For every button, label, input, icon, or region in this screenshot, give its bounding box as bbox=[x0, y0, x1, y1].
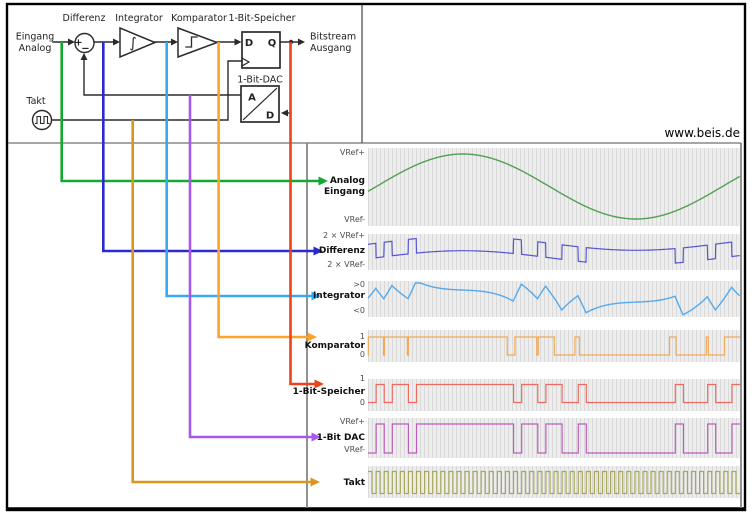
level-label-1-speicher: 1 bbox=[359, 374, 365, 383]
route-arrow-takt bbox=[310, 477, 320, 487]
ad-diagonal bbox=[242, 87, 278, 121]
route-arrow-analog-eingang bbox=[318, 176, 328, 186]
level-label-vrefminus-analog: VRef- bbox=[344, 215, 365, 224]
flipflop-block: D Q bbox=[241, 31, 281, 69]
level-label-0-speicher: 0 bbox=[359, 398, 365, 407]
komparator-block bbox=[177, 26, 220, 59]
input-label-line1: Eingang bbox=[16, 32, 55, 43]
trace-integrator bbox=[367, 282, 741, 316]
waveform-name-takt: Takt bbox=[343, 478, 365, 488]
feedback-wire bbox=[83, 54, 242, 96]
waveform-grid-analog-eingang bbox=[368, 148, 740, 226]
level-label-vrefminus-dac: VRef- bbox=[344, 445, 365, 454]
integral-glyph: ∫ bbox=[129, 36, 136, 52]
dac-block: A D bbox=[240, 85, 280, 123]
output-label-line1: Bitstream bbox=[310, 32, 356, 43]
trace-analog-eingang bbox=[367, 153, 741, 220]
waveform-name-analog-line1: Analog bbox=[329, 176, 365, 186]
watermark-url: www.beis.de bbox=[664, 126, 740, 140]
dac-a-label: A bbox=[248, 93, 256, 104]
label-komparator: Komparator bbox=[171, 13, 227, 24]
waveform-grid-komparator bbox=[368, 330, 740, 362]
waveform-name-integrator: Integrator bbox=[312, 291, 365, 301]
level-label-2vrefminus: 2 × VRef- bbox=[327, 260, 365, 269]
waveform-name-speicher: 1-Bit-Speicher bbox=[292, 387, 365, 397]
waveform-name-differenz: Differenz bbox=[318, 246, 365, 256]
route-arrow-komparator bbox=[307, 332, 317, 342]
level-label-0-komparator: 0 bbox=[359, 350, 365, 359]
label-speicher: 1-Bit-Speicher bbox=[229, 13, 296, 24]
trace-komparator bbox=[367, 336, 740, 356]
route-arrow-differenz bbox=[313, 246, 323, 256]
trace-differenz bbox=[368, 238, 740, 264]
clock-pulse-icon bbox=[34, 115, 50, 125]
frame-lines bbox=[5, 2, 747, 512]
output-label-line2: Ausgang bbox=[310, 43, 351, 54]
input-label-line2: Analog bbox=[19, 43, 52, 54]
label-integrator: Integrator bbox=[115, 13, 163, 24]
level-label-lt0: <0 bbox=[353, 306, 365, 315]
signal-routes bbox=[60, 42, 319, 484]
route-arrow-bit-speicher bbox=[314, 379, 324, 389]
trace-takt bbox=[368, 470, 740, 495]
label-differenz: Differenz bbox=[63, 13, 106, 24]
integrator-block: ∫ bbox=[119, 26, 157, 59]
route-arrowheads bbox=[307, 176, 328, 487]
trace-bit-speicher bbox=[368, 383, 740, 404]
takt-source bbox=[31, 109, 53, 131]
route-line-takt bbox=[131, 120, 311, 484]
label-dac: 1-Bit-DAC bbox=[237, 75, 283, 86]
route-line-analog-eingang bbox=[60, 42, 319, 183]
route-line-bit-dac bbox=[188, 95, 312, 439]
waveform-name-analog-line2: Eingang bbox=[323, 187, 365, 197]
level-label-gt0: >0 bbox=[353, 280, 365, 289]
waveform-grid-bit-dac bbox=[368, 418, 740, 458]
clock-wire bbox=[50, 60, 242, 121]
flipflop-q-label: Q bbox=[268, 38, 277, 49]
flipflop-d-label: D bbox=[245, 38, 253, 49]
route-arrow-bit-dac bbox=[311, 432, 321, 442]
level-label-2vrefplus: 2 × VRef+ bbox=[323, 231, 365, 240]
summing-junction: + − bbox=[74, 32, 95, 55]
trace-bit-dac bbox=[368, 423, 740, 454]
level-label-vrefplus-analog: VRef+ bbox=[339, 148, 365, 157]
route-line-komparator bbox=[217, 42, 308, 339]
sum-minus-sign: − bbox=[81, 44, 89, 55]
dac-d-label: D bbox=[266, 111, 274, 122]
block-diagram: + − ∫ D Q A bbox=[16, 13, 356, 131]
route-line-differenz bbox=[102, 42, 314, 253]
level-label-vrefplus-dac: VRef+ bbox=[339, 417, 365, 426]
sum-plus-sign: + bbox=[74, 38, 82, 49]
waveform-name-komparator: Komparator bbox=[304, 341, 365, 351]
waveform-name-dac: 1-Bit DAC bbox=[316, 433, 365, 443]
label-takt: Takt bbox=[25, 96, 46, 107]
route-line-integrator bbox=[165, 42, 312, 298]
route-arrow-integrator bbox=[311, 291, 321, 301]
clock-wedge-icon bbox=[241, 57, 251, 67]
wires bbox=[50, 41, 303, 121]
level-label-1-komparator: 1 bbox=[359, 332, 365, 341]
route-line-bit-speicher bbox=[289, 42, 315, 386]
step-glyph bbox=[185, 36, 198, 48]
